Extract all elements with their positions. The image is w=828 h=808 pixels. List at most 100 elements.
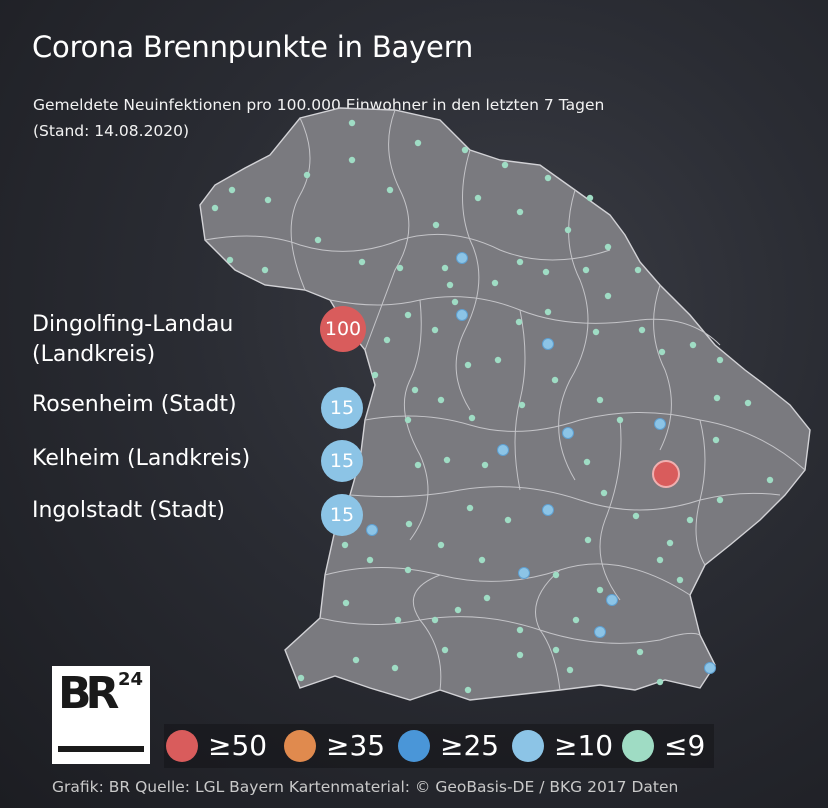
hotspot-kelheim: Kelheim (Landkreis)	[32, 444, 250, 504]
district-dot-ge10	[594, 626, 606, 638]
district-dot-le9	[386, 186, 394, 194]
hotspot-ingolstadt: Ingolstadt (Stadt)	[32, 496, 225, 556]
district-dot-le9	[658, 348, 666, 356]
district-dot-le9	[564, 226, 572, 234]
dingolfing-landau-marker	[652, 460, 680, 488]
district-dot-le9	[516, 626, 524, 634]
district-dot-le9	[466, 504, 474, 512]
district-dot-le9	[464, 361, 472, 369]
district-dot-le9	[592, 328, 600, 336]
district-dot-le9	[297, 674, 305, 682]
district-dot-le9	[494, 356, 502, 364]
district-dot-le9	[431, 326, 439, 334]
district-dot-le9	[468, 414, 476, 422]
hotspot-label: Rosenheim (Stadt)	[32, 392, 237, 417]
hotspot-label: Ingolstadt (Stadt)	[32, 498, 225, 523]
district-dot-le9	[716, 496, 724, 504]
district-dot-le9	[744, 399, 752, 407]
bavaria-outline	[199, 107, 811, 701]
district-dot-ge10	[542, 338, 554, 350]
district-dot-ge10	[606, 594, 618, 606]
district-dot-le9	[656, 556, 664, 564]
district-dot-le9	[516, 208, 524, 216]
district-dot-le9	[551, 376, 559, 384]
district-dot-le9	[228, 186, 236, 194]
district-dot-le9	[414, 461, 422, 469]
district-dot-le9	[634, 266, 642, 274]
district-dot-ge10	[542, 504, 554, 516]
district-dot-le9	[504, 516, 512, 524]
br24-logo: BR 24	[52, 666, 150, 764]
district-dot-le9	[596, 586, 604, 594]
district-dot-ge10	[654, 418, 666, 430]
legend-label: ≥25	[440, 729, 500, 762]
district-dot-le9	[451, 298, 459, 306]
district-dot-le9	[348, 119, 356, 127]
district-dot-le9	[441, 264, 449, 272]
district-dot-le9	[441, 646, 449, 654]
district-dot-le9	[481, 461, 489, 469]
district-dot-le9	[638, 326, 646, 334]
district-dot-le9	[572, 616, 580, 624]
hotspot-label: Dingolfing-Landau	[32, 312, 234, 337]
hotspot-badge-15: 15	[321, 440, 363, 482]
legend-dot	[512, 730, 544, 762]
legend-dot	[398, 730, 430, 762]
district-dot-le9	[366, 556, 374, 564]
district-dot-le9	[314, 236, 322, 244]
district-dot-le9	[676, 576, 684, 584]
district-dot-le9	[446, 281, 454, 289]
legend-dot	[166, 730, 198, 762]
district-dot-le9	[716, 356, 724, 364]
br24-logo-bar	[58, 746, 144, 752]
district-dot-le9	[596, 396, 604, 404]
map-title: Corona Brennpunkte in Bayern	[32, 30, 474, 64]
subtitle-description: Gemeldete Neuinfektionen pro 100.000 Ein…	[33, 96, 605, 114]
district-dot-le9	[583, 458, 591, 466]
hotspot-label: Kelheim (Landkreis)	[32, 446, 251, 471]
hotspot-badge-15: 15	[321, 494, 363, 536]
district-dot-le9	[264, 196, 272, 204]
district-dot-le9	[542, 268, 550, 276]
district-dot-ge10	[456, 252, 468, 264]
district-dot-le9	[211, 204, 219, 212]
district-dot-le9	[552, 646, 560, 654]
legend-label: ≥50	[208, 729, 268, 762]
district-dot-le9	[501, 161, 509, 169]
source-credit: Grafik: BR Quelle: LGL Bayern Kartenmate…	[52, 778, 679, 796]
hotspot-sublabel: (Landkreis)	[32, 342, 156, 367]
district-dot-le9	[491, 279, 499, 287]
district-dot-le9	[396, 264, 404, 272]
district-dot-ge10	[518, 567, 530, 579]
subtitle-date: (Stand: 14.08.2020)	[33, 122, 190, 140]
district-dot-le9	[616, 416, 624, 424]
br24-logo-number: 24	[118, 669, 144, 690]
district-dot-le9	[516, 258, 524, 266]
district-dot-le9	[383, 336, 391, 344]
legend-dot	[284, 730, 316, 762]
district-dot-le9	[437, 541, 445, 549]
legend: ≥50 ≥35 ≥25 ≥10 ≤9	[164, 724, 714, 768]
legend-label: ≥10	[554, 729, 614, 762]
district-dot-le9	[432, 221, 440, 229]
district-dot-le9	[666, 539, 674, 547]
district-dot-le9	[604, 292, 612, 300]
district-dot-ge10	[497, 444, 509, 456]
district-dot-ge10	[562, 427, 574, 439]
hotspot-badge-15: 15	[321, 387, 363, 429]
district-dot-le9	[582, 266, 590, 274]
district-dot-le9	[341, 541, 349, 549]
district-dot-le9	[391, 664, 399, 672]
hotspot-dingolfing-landau: Dingolfing-Landau (Landkreis)	[32, 310, 233, 370]
district-dot-le9	[766, 476, 774, 484]
district-dot-le9	[515, 318, 523, 326]
br24-logo-letters: BR	[58, 668, 119, 719]
district-dot-le9	[454, 606, 462, 614]
district-dot-ge10	[366, 524, 378, 536]
map-subtitle: Gemeldete Neuinfektionen pro 100.000 Ein…	[33, 92, 604, 144]
district-dot-le9	[414, 139, 422, 147]
district-dot-le9	[689, 341, 697, 349]
district-dot-le9	[394, 616, 402, 624]
district-dot-le9	[712, 436, 720, 444]
district-dot-le9	[483, 594, 491, 602]
